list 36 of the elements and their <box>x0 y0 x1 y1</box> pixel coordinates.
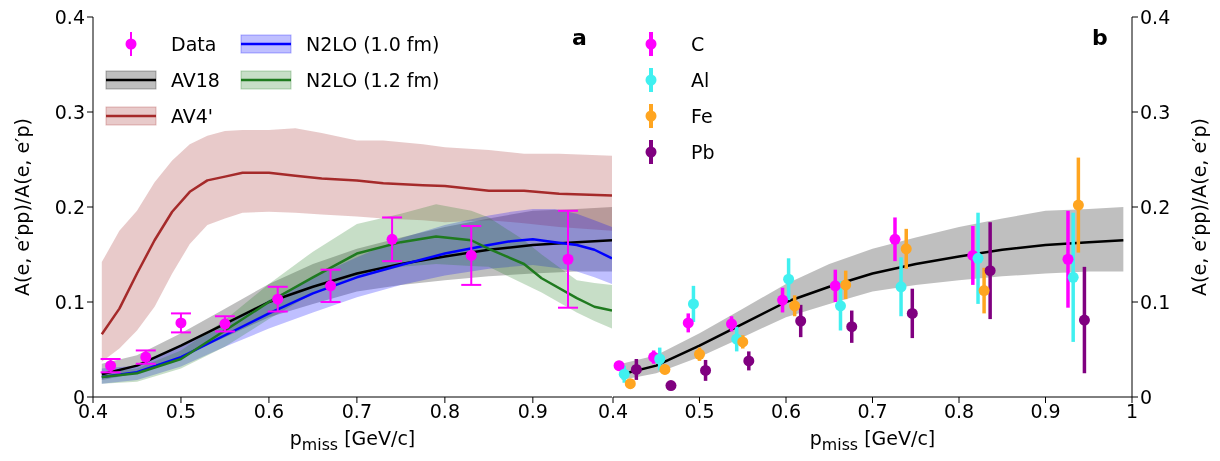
y-tick-label: 0.1 <box>54 290 85 313</box>
x-tick-label: 1 <box>1125 400 1139 423</box>
y-axis-title: A(e, e′pp)/A(e, e′p) <box>11 118 33 296</box>
y-tick-label: 0.1 <box>1140 290 1171 313</box>
x-axis-title: p$_{miss}$ [GeV/c] <box>288 427 417 454</box>
y-tick-label: 0.2 <box>1140 195 1171 218</box>
x-tick-label: 0.5 <box>684 400 715 423</box>
legend-label: N2LO (1.0 fm) <box>305 33 440 55</box>
y-axis-title: A(e, e′pp)/A(e, e′p) <box>1188 118 1210 296</box>
x-tick-label: 0.9 <box>517 400 548 423</box>
x-tick-label: 0.6 <box>770 400 802 423</box>
y-tick-label: 0.3 <box>54 100 85 123</box>
chart-title: b <box>1092 25 1108 50</box>
y-tick-label: 0.4 <box>1140 5 1171 28</box>
legend-label: N2LO (1.2 fm) <box>305 69 440 91</box>
x-tick-label: 0.8 <box>429 400 460 423</box>
legend-label: AV4' <box>171 105 214 127</box>
legend-label: C <box>691 33 705 55</box>
y-tick-label: 0.2 <box>54 195 85 218</box>
legend-label: Fe <box>691 105 713 127</box>
chart-title: a <box>572 25 587 50</box>
legend-label: Al <box>691 69 710 91</box>
legend-label: Pb <box>691 141 715 163</box>
x-tick-label: 0.8 <box>943 400 975 423</box>
x-tick-label: 0.7 <box>857 400 888 423</box>
x-tick-label: 0.4 <box>597 400 629 423</box>
x-axis-title: p$_{miss}$ [GeV/c] <box>808 427 937 454</box>
x-tick-label: 0.9 <box>1030 400 1061 423</box>
x-tick-label: 0.6 <box>253 400 285 423</box>
legend-label: Data <box>171 33 217 55</box>
y-tick-label: 0.3 <box>1140 100 1171 123</box>
x-tick-label: 0.7 <box>341 400 373 423</box>
x-tick-label: 0.5 <box>165 400 197 423</box>
y-tick-label: 0 <box>1140 385 1153 408</box>
legend-label: AV18 <box>171 69 220 91</box>
y-tick-label: 0.4 <box>54 5 85 28</box>
